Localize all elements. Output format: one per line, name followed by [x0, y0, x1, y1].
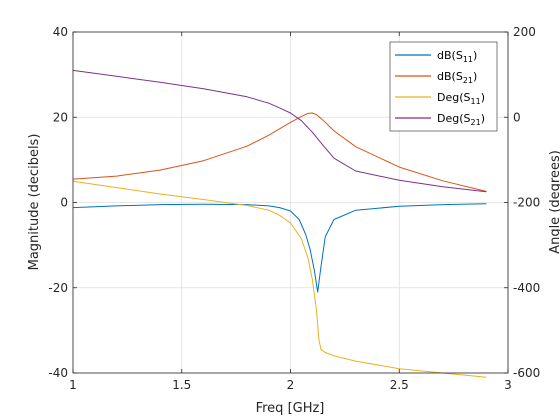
y-left-tick-label: -40 — [48, 366, 68, 380]
series-line-db-s21 — [72, 112, 487, 192]
legend-label-deg-s11: Deg(S11) — [437, 91, 485, 106]
y-right-tick-label: -600 — [513, 366, 540, 380]
y-right-tick-label: 200 — [513, 25, 536, 39]
legend-label-db-s11: dB(S11) — [437, 49, 477, 64]
y-left-tick-label: -20 — [48, 281, 68, 295]
y-axis-label-left: Magnitude (decibels) — [27, 134, 42, 271]
series-group — [72, 69, 487, 378]
x-tick-label: 3 — [504, 378, 512, 392]
x-tick-label: 2.5 — [390, 378, 409, 392]
y-right-tick-label: -400 — [513, 281, 540, 295]
legend: dB(S11) dB(S21) Deg(S11) Deg(S21) — [389, 41, 498, 132]
series-line-db-s11 — [72, 203, 487, 293]
y-right-tick-label: 0 — [513, 110, 521, 124]
series-line-deg-s21 — [72, 69, 487, 193]
legend-label-db-s21: dB(S21) — [437, 70, 477, 85]
x-tick-label: 1.5 — [172, 378, 191, 392]
series-line-deg-s11 — [72, 180, 487, 378]
tick-marks — [72, 31, 509, 374]
x-tick-label: 2 — [287, 378, 295, 392]
y-left-tick-label: 40 — [53, 25, 68, 39]
legend-label-deg-s21: Deg(S21) — [437, 112, 485, 127]
y-axis-label-right: Angle (degrees) — [548, 150, 560, 254]
x-tick-label: 1 — [69, 378, 77, 392]
x-axis-label: Freq [GHz] — [256, 401, 325, 416]
y-left-tick-label: 0 — [60, 196, 68, 210]
legend-box — [389, 41, 498, 132]
y-left-tick-label: 20 — [53, 110, 68, 124]
y-right-tick-label: -200 — [513, 196, 540, 210]
